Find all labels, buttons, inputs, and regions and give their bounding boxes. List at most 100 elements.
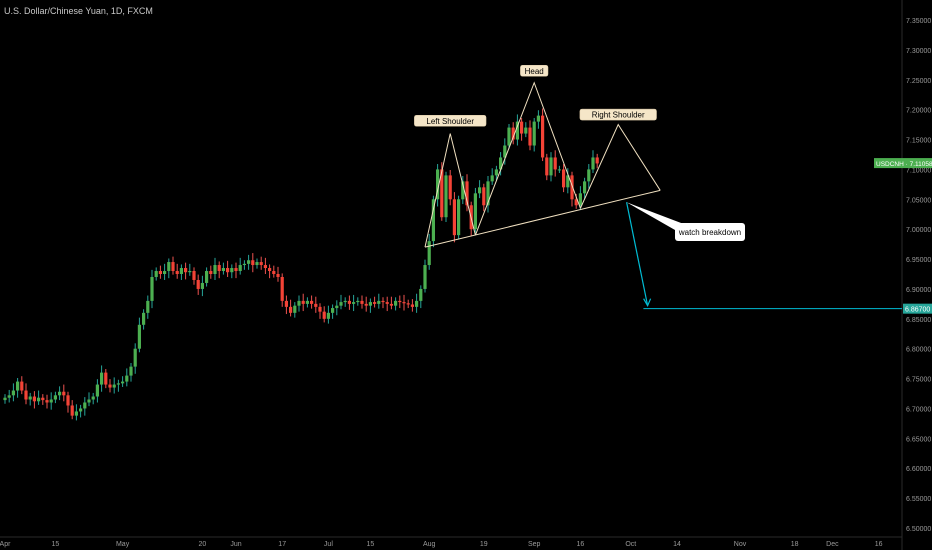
candle-body — [184, 268, 188, 273]
candle-body — [343, 300, 347, 303]
candle-body — [415, 300, 419, 307]
candle-body — [100, 372, 104, 385]
candle-body — [37, 397, 41, 402]
candle-body — [146, 300, 150, 313]
y-tick-label: 6.50000 — [906, 526, 931, 533]
y-tick-label: 7.15000 — [906, 138, 931, 145]
candle-body — [507, 127, 511, 146]
y-tick-label: 7.10000 — [906, 167, 931, 174]
candle-body — [116, 383, 120, 385]
candle-body — [108, 384, 112, 388]
x-tick-label: 20 — [199, 541, 207, 548]
target-price-tag — [903, 303, 932, 314]
y-tick-label: 6.75000 — [906, 377, 931, 384]
y-tick-label: 6.60000 — [906, 466, 931, 473]
candle-body — [377, 300, 381, 304]
candle-body — [226, 268, 230, 273]
y-tick-label: 6.95000 — [906, 257, 931, 264]
y-tick-label: 7.05000 — [906, 197, 931, 204]
candle-body — [364, 303, 368, 306]
candle-body — [259, 262, 263, 266]
candle-body — [79, 408, 83, 412]
candle-body — [305, 300, 309, 304]
candle-body — [473, 193, 477, 230]
candle-body — [431, 199, 435, 242]
candle-body — [398, 300, 402, 303]
candle-body — [209, 271, 213, 274]
candle-body — [167, 262, 171, 272]
candle-body — [289, 306, 293, 313]
candle-body — [339, 302, 343, 306]
price-axis — [902, 0, 932, 550]
candle-body — [3, 397, 7, 401]
candle-body — [570, 175, 574, 200]
candle-body — [284, 300, 288, 307]
candle-body — [499, 157, 503, 170]
candle-body — [482, 187, 486, 206]
candle-body — [314, 303, 318, 307]
y-tick-label: 6.90000 — [906, 287, 931, 294]
candle-body — [200, 282, 204, 289]
x-tick-label: 15 — [367, 541, 375, 548]
x-tick-label: Jun — [230, 541, 241, 548]
candle-body — [557, 169, 561, 171]
candle-body — [326, 312, 330, 319]
chart-title: U.S. Dollar/Chinese Yuan, 1D, FXCM — [4, 6, 153, 16]
candle-body — [83, 402, 87, 409]
y-tick-label: 6.65000 — [906, 436, 931, 443]
candle-body — [595, 157, 599, 164]
candle-body — [53, 395, 57, 400]
candle-body — [356, 300, 360, 303]
y-tick-label: 6.85000 — [906, 317, 931, 324]
y-tick-label: 7.00000 — [906, 227, 931, 234]
head-pattern — [474, 81, 581, 236]
target-arrow-head — [643, 298, 652, 308]
left-shoulder-pattern — [424, 133, 476, 248]
candle-body — [583, 181, 587, 194]
target-price-label: 6.86700 — [905, 307, 930, 314]
candle-body — [238, 265, 242, 272]
callout-text: watch breakdown — [678, 228, 741, 237]
candle-body — [587, 169, 591, 182]
right-shoulder-label: Right Shoulder — [592, 111, 645, 120]
candle-body — [74, 411, 78, 416]
candle-body — [62, 391, 66, 396]
candle-body — [205, 271, 209, 283]
candle-body — [553, 157, 557, 170]
candle-body — [171, 262, 175, 272]
candle-body — [360, 300, 364, 304]
candle-body — [24, 390, 28, 400]
candle-body — [49, 399, 53, 403]
x-tick-label: 17 — [278, 541, 286, 548]
candle-body — [16, 381, 20, 391]
neckline — [424, 189, 661, 248]
candle-body — [20, 381, 24, 391]
x-tick-label: 19 — [480, 541, 488, 548]
candle-body — [163, 271, 167, 274]
y-tick-label: 6.80000 — [906, 347, 931, 354]
candle-body — [150, 276, 154, 301]
target-arrow-shaft — [626, 202, 649, 306]
candle-body — [133, 348, 137, 367]
x-tick-label: 16 — [875, 541, 883, 548]
candle-body — [347, 300, 351, 304]
x-tick-label: Nov — [734, 541, 747, 548]
head-label: Head — [525, 67, 544, 76]
candle-body — [578, 193, 582, 206]
candle-body — [154, 271, 158, 277]
candle-body — [427, 241, 431, 266]
candle-body — [129, 366, 133, 376]
last-price-label: USDCNH · 7.11058 — [876, 161, 932, 168]
candle-body — [368, 302, 372, 306]
candle-body — [125, 375, 129, 382]
candle-body — [394, 300, 398, 306]
y-tick-label: 6.70000 — [906, 406, 931, 413]
candle-body — [95, 384, 99, 397]
candle-body — [494, 169, 498, 176]
candle-body — [41, 397, 45, 401]
candle-body — [465, 181, 469, 206]
candle-body — [91, 396, 95, 400]
candle-body — [301, 300, 305, 304]
candle-body — [436, 169, 440, 200]
